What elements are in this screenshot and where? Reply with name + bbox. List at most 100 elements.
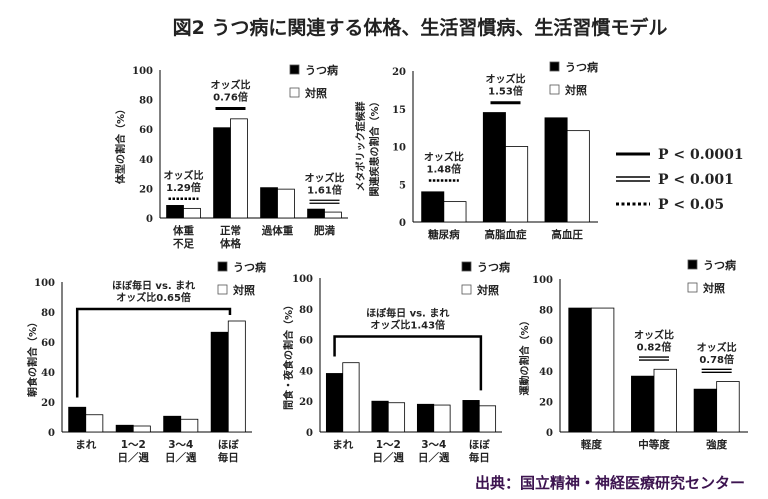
bar-control (590, 307, 615, 433)
legend-swatch-depression (289, 64, 300, 75)
x-tick-label: 毎日 (469, 451, 490, 464)
y-axis-label-line: 関連疾患の割合（%） (368, 96, 381, 196)
bar-control (324, 211, 342, 219)
x-tick-label: 3～4 (421, 439, 446, 451)
legend-swatch-depression (217, 261, 228, 272)
y-tick-label: 5 (399, 180, 406, 191)
p-legend-label: P < 0.001 (658, 172, 734, 188)
y-axis-label-line: メタボリック症候群 (354, 102, 367, 192)
odds-ratio-label: 1.53倍 (488, 85, 523, 98)
bar-depression (568, 307, 592, 433)
y-axis-label-line: 間食・夜食の割合（%） (282, 300, 295, 410)
p-legend-label: P < 0.0001 (658, 147, 744, 163)
y-tick-label: 60 (299, 336, 313, 347)
bar-depression (325, 373, 344, 433)
odds-ratio-label: 1.61倍 (307, 184, 342, 197)
legend-swatch-control (461, 284, 472, 295)
y-tick-label: 0 (546, 428, 553, 439)
legend-label: うつ病 (565, 60, 598, 74)
y-tick-label: 40 (539, 367, 553, 378)
comparison-bracket (75, 307, 232, 398)
p-legend-item: P < 0.001 (616, 172, 734, 188)
y-tick-label: 60 (139, 125, 153, 136)
odds-ratio-label: 1.29倍 (166, 181, 201, 194)
y-tick-label: 80 (41, 308, 55, 319)
y-tick-label: 40 (41, 368, 55, 379)
bar-control (85, 414, 104, 433)
y-tick-label: 20 (299, 397, 313, 408)
bar-control (387, 402, 406, 433)
y-tick-label: 80 (139, 96, 153, 107)
x-tick-label: 正常 (220, 224, 241, 237)
bar-depression (166, 205, 184, 219)
x-tick-label: ほぼ (469, 438, 490, 451)
source-credit: 出典：国立精神・神経医療研究センター (475, 474, 745, 492)
legend-label: うつ病 (233, 260, 266, 274)
bar-control (277, 188, 295, 219)
odds-ratio-label: オッズ比 (486, 73, 526, 86)
odds-ratio-label: オッズ比 (634, 329, 674, 342)
bar-control (716, 381, 740, 433)
y-tick-label: 40 (139, 155, 153, 166)
p-value-legend: P < 0.0001 P < 0.001 P < 0.05 (616, 147, 744, 213)
y-axis-label-line: 体型の割合（%） (114, 104, 127, 184)
x-tick-label: 1～2 (121, 439, 146, 451)
y-tick-label: 20 (41, 398, 55, 409)
x-tick-label: 糖尿病 (428, 228, 460, 241)
legend-swatch-control (549, 84, 560, 95)
y-tick-label: 100 (292, 274, 313, 285)
x-tick-label: 日／週 (165, 451, 197, 464)
bar-control (132, 425, 151, 433)
odds-ratio-label: オッズ比 (305, 172, 345, 185)
bar-depression (210, 331, 229, 433)
bar-depression (371, 400, 389, 433)
legend-label: うつ病 (477, 260, 510, 274)
y-tick-label: 100 (532, 275, 553, 286)
odds-ratio-label: 0.82倍 (637, 341, 672, 354)
bar-depression (421, 191, 445, 223)
y-tick-label: 60 (539, 336, 553, 347)
bar-depression (68, 406, 87, 433)
x-tick-label: 日／週 (373, 451, 405, 464)
y-tick-label: 40 (299, 366, 313, 377)
legend-swatch-control (217, 284, 228, 295)
odds-ratio-label: オッズ比 (211, 78, 251, 91)
y-tick-label: 0 (48, 428, 55, 439)
y-axis-label: 間食・夜食の割合（%） (282, 300, 295, 410)
y-tick-label: 20 (392, 67, 406, 78)
odds-ratio-label: 0.76倍 (213, 90, 248, 103)
legend-swatch-depression (461, 261, 472, 272)
bracket-label: オッズ比1.43倍 (370, 319, 445, 332)
x-tick-label: まれ (75, 439, 96, 451)
x-tick-label: 体重 (173, 224, 194, 237)
p-legend-item: P < 0.05 (616, 197, 724, 213)
odds-ratio-label: オッズ比 (424, 150, 464, 163)
x-tick-label: 軽度 (581, 438, 602, 451)
legend-label: 対照 (232, 283, 255, 297)
y-tick-label: 10 (392, 143, 406, 154)
y-tick-label: 80 (299, 305, 313, 316)
bar-control (443, 201, 467, 223)
x-tick-label: 強度 (706, 438, 727, 451)
legend-swatch-depression (687, 259, 698, 270)
y-tick-label: 0 (306, 428, 313, 439)
comparison-bracket (333, 335, 483, 391)
x-tick-label: 3～4 (168, 439, 193, 451)
p-legend-item: P < 0.0001 (616, 147, 744, 163)
legend-label: うつ病 (703, 258, 736, 272)
x-tick-label: 中等度 (638, 438, 670, 451)
y-tick-label: 20 (139, 184, 153, 195)
legend-label: 対照 (304, 86, 327, 100)
bar-control (342, 362, 360, 433)
bracket-label: オッズ比0.65倍 (116, 291, 191, 304)
x-tick-label: 日／週 (418, 451, 450, 464)
x-tick-label: 毎日 (218, 451, 239, 464)
bar-depression (631, 375, 655, 433)
x-tick-label: 不足 (173, 238, 194, 250)
y-axis-label: メタボリック症候群 関連疾患の割合（%） (354, 96, 381, 196)
y-tick-label: 15 (392, 105, 406, 116)
